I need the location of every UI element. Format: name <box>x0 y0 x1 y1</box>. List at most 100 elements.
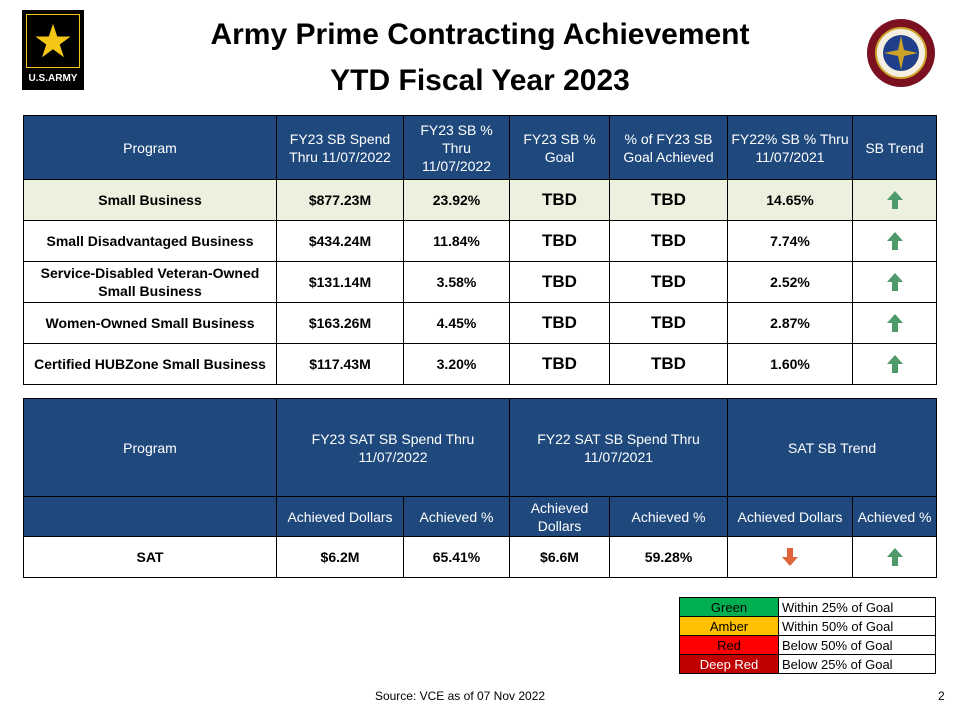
table2-header-row: Program FY23 SAT SB Spend Thru 11/07/202… <box>23 398 938 497</box>
program-name: Small Disadvantaged Business <box>23 220 277 262</box>
legend-row: Red Below 50% of Goal <box>679 635 936 655</box>
subheader-achieved-dollars: Achieved Dollars <box>276 496 404 537</box>
program-name: Certified HUBZone Small Business <box>23 343 277 385</box>
logo-text: U.S.ARMY <box>28 73 78 84</box>
fy22-pct: 14.65% <box>727 179 853 221</box>
sb-achievement-table: Program FY23 SB Spend Thru 11/07/2022 FY… <box>23 115 937 385</box>
header-sb-trend: SB Trend <box>852 115 937 180</box>
header-fy22-sat: FY22 SAT SB Spend Thru 11/07/2021 <box>509 398 729 497</box>
program-name: SAT <box>23 536 277 578</box>
fy23-spend: $163.26M <box>276 302 404 344</box>
page-subtitle: YTD Fiscal Year 2023 <box>330 64 630 97</box>
fy23-pct: 3.58% <box>403 261 510 303</box>
subheader-achieved-dollars: Achieved Dollars <box>727 496 854 537</box>
trend-cell <box>852 343 937 385</box>
arrow-up-icon <box>886 232 903 250</box>
fy23-spend: $877.23M <box>276 179 404 221</box>
army-star-icon: ★ <box>32 15 74 67</box>
arrow-up-icon <box>886 548 903 566</box>
trend-pct-cell <box>852 536 938 578</box>
header-sat-trend: SAT SB Trend <box>727 398 938 497</box>
goal-achieved: TBD <box>609 220 728 262</box>
source-footer: Source: VCE as of 07 Nov 2022 <box>374 689 546 703</box>
fy23-goal: TBD <box>509 343 610 385</box>
fy23-goal: TBD <box>509 302 610 344</box>
table-row: Certified HUBZone Small Business $117.43… <box>23 343 937 385</box>
legend-swatch-green: Green <box>679 597 779 617</box>
fy22-pct: 2.87% <box>727 302 853 344</box>
legend-row: Green Within 25% of Goal <box>679 597 936 617</box>
fy23-dollars: $6.2M <box>276 536 404 578</box>
page-number: 2 <box>938 689 945 703</box>
header-program: Program <box>23 398 277 497</box>
table-row: SAT $6.2M 65.41% $6.6M 59.28% <box>23 536 938 578</box>
header-program: Program <box>23 115 277 180</box>
subheader-achieved-pct: Achieved % <box>402 496 511 537</box>
color-legend: Green Within 25% of Goal Amber Within 50… <box>679 597 936 674</box>
program-name: Women-Owned Small Business <box>23 302 277 344</box>
goal-achieved: TBD <box>609 343 728 385</box>
sat-table: Program FY23 SAT SB Spend Thru 11/07/202… <box>23 398 938 578</box>
trend-dollars-cell <box>727 536 854 578</box>
fy23-pct: 4.45% <box>403 302 510 344</box>
page-title: Army Prime Contracting Achievement <box>210 18 750 51</box>
legend-swatch-red: Red <box>679 635 779 655</box>
trend-cell <box>852 179 937 221</box>
table-row: Service-Disabled Veteran-Owned Small Bus… <box>23 261 937 303</box>
fy22-pct: 1.60% <box>727 343 853 385</box>
goal-achieved: TBD <box>609 302 728 344</box>
legend-desc: Within 50% of Goal <box>778 616 936 636</box>
arrow-down-icon <box>782 548 799 566</box>
legend-desc: Below 50% of Goal <box>778 635 936 655</box>
fy23-pct: 65.41% <box>402 536 511 578</box>
arrow-up-icon <box>886 191 903 209</box>
program-name: Small Business <box>23 179 277 221</box>
fy23-goal: TBD <box>509 261 610 303</box>
legend-swatch-amber: Amber <box>679 616 779 636</box>
fy22-pct: 7.74% <box>727 220 853 262</box>
table2-subheader-row: Achieved Dollars Achieved % Achieved Dol… <box>23 496 938 537</box>
fy22-dollars: $6.6M <box>509 536 611 578</box>
subheader-achieved-pct: Achieved % <box>852 496 938 537</box>
table-row: Women-Owned Small Business $163.26M 4.45… <box>23 302 937 344</box>
legend-row: Deep Red Below 25% of Goal <box>679 654 936 674</box>
subheader-achieved-pct: Achieved % <box>609 496 729 537</box>
header-goal-achieved: % of FY23 SB Goal Achieved <box>609 115 728 180</box>
legend-desc: Within 25% of Goal <box>778 597 936 617</box>
program-name: Service-Disabled Veteran-Owned Small Bus… <box>23 261 277 303</box>
legend-swatch-deep-red: Deep Red <box>679 654 779 674</box>
legend-row: Amber Within 50% of Goal <box>679 616 936 636</box>
fy22-pct: 2.52% <box>727 261 853 303</box>
fy23-pct: 3.20% <box>403 343 510 385</box>
logo-frame <box>26 14 80 68</box>
fy22-pct: 59.28% <box>609 536 729 578</box>
goal-achieved: TBD <box>609 179 728 221</box>
arrow-up-icon <box>886 355 903 373</box>
fy23-spend: $117.43M <box>276 343 404 385</box>
us-army-logo: ★ U.S.ARMY <box>22 10 84 90</box>
fy23-pct: 11.84% <box>403 220 510 262</box>
subheader-blank <box>23 496 277 537</box>
arrow-up-icon <box>886 314 903 332</box>
arrow-up-icon <box>886 273 903 291</box>
fy23-goal: TBD <box>509 220 610 262</box>
fy23-spend: $131.14M <box>276 261 404 303</box>
legend-desc: Below 25% of Goal <box>778 654 936 674</box>
header-fy23-sat: FY23 SAT SB Spend Thru 11/07/2022 <box>275 398 511 497</box>
header-fy22-pct: FY22% SB % Thru 11/07/2021 <box>727 115 853 180</box>
department-seal-icon <box>867 19 935 87</box>
table1-header-row: Program FY23 SB Spend Thru 11/07/2022 FY… <box>23 115 937 180</box>
fy23-spend: $434.24M <box>276 220 404 262</box>
trend-cell <box>852 302 937 344</box>
goal-achieved: TBD <box>609 261 728 303</box>
trend-cell <box>852 220 937 262</box>
header-fy23-spend: FY23 SB Spend Thru 11/07/2022 <box>276 115 404 180</box>
subheader-achieved-dollars: Achieved Dollars <box>509 496 611 537</box>
table-row: Small Disadvantaged Business $434.24M 11… <box>23 220 937 262</box>
fy23-pct: 23.92% <box>403 179 510 221</box>
trend-cell <box>852 261 937 303</box>
fy23-goal: TBD <box>509 179 610 221</box>
header-fy23-pct: FY23 SB % Thru 11/07/2022 <box>403 115 510 180</box>
table-row: Small Business $877.23M 23.92% TBD TBD 1… <box>23 179 937 221</box>
header-fy23-goal: FY23 SB % Goal <box>509 115 610 180</box>
